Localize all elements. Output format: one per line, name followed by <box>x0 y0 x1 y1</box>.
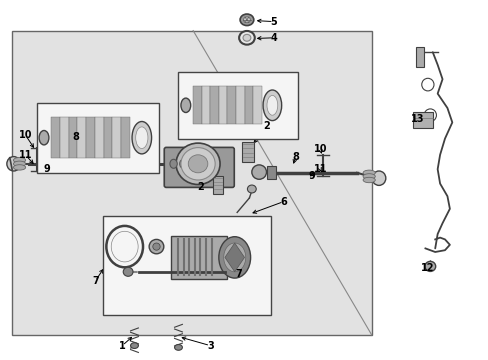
Bar <box>266 166 276 179</box>
Bar <box>212 176 223 194</box>
Text: 1: 1 <box>119 341 125 351</box>
Bar <box>227 86 236 124</box>
FancyBboxPatch shape <box>164 147 234 188</box>
Bar <box>60 117 69 158</box>
Text: 2: 2 <box>197 182 203 192</box>
Bar <box>236 86 244 124</box>
Ellipse shape <box>371 171 385 185</box>
Bar <box>219 86 227 124</box>
Ellipse shape <box>247 185 256 193</box>
Bar <box>37 103 159 173</box>
Ellipse shape <box>219 237 250 278</box>
Text: 12: 12 <box>420 263 434 273</box>
Bar <box>415 47 424 67</box>
Ellipse shape <box>132 122 151 154</box>
Bar <box>103 117 112 158</box>
Text: 11: 11 <box>19 150 32 160</box>
Ellipse shape <box>135 127 148 148</box>
Text: 2: 2 <box>263 121 269 131</box>
Ellipse shape <box>176 143 220 185</box>
Bar <box>86 117 95 158</box>
Ellipse shape <box>243 35 250 41</box>
Polygon shape <box>224 243 244 272</box>
Ellipse shape <box>14 158 26 163</box>
Ellipse shape <box>123 267 133 276</box>
Text: 11: 11 <box>313 164 326 174</box>
Bar <box>95 117 103 158</box>
Ellipse shape <box>362 177 375 183</box>
Bar <box>12 31 371 335</box>
Ellipse shape <box>149 239 163 254</box>
Bar <box>202 86 210 124</box>
Ellipse shape <box>362 170 375 175</box>
Bar <box>242 142 254 162</box>
Ellipse shape <box>224 243 245 272</box>
Bar <box>171 236 227 279</box>
Text: 7: 7 <box>235 269 242 279</box>
Text: 5: 5 <box>270 17 277 27</box>
Ellipse shape <box>39 131 49 145</box>
Text: 7: 7 <box>92 276 99 286</box>
Bar <box>51 117 60 158</box>
Ellipse shape <box>266 95 277 115</box>
Text: 10: 10 <box>313 144 326 154</box>
Bar <box>77 117 86 158</box>
Ellipse shape <box>174 345 182 350</box>
Bar <box>69 117 77 158</box>
Ellipse shape <box>153 243 160 250</box>
Ellipse shape <box>424 261 435 271</box>
Ellipse shape <box>362 174 375 179</box>
Ellipse shape <box>243 17 250 23</box>
Ellipse shape <box>181 98 190 113</box>
Ellipse shape <box>239 31 254 45</box>
Ellipse shape <box>111 231 138 262</box>
Text: 8: 8 <box>72 132 79 142</box>
Bar <box>112 117 121 158</box>
Ellipse shape <box>7 157 20 171</box>
Text: 9: 9 <box>43 164 50 174</box>
Bar <box>193 86 202 124</box>
Bar <box>412 112 432 128</box>
Ellipse shape <box>106 226 143 267</box>
Text: 6: 6 <box>280 197 286 207</box>
Text: 10: 10 <box>19 130 32 140</box>
Ellipse shape <box>130 343 138 348</box>
Ellipse shape <box>180 159 187 168</box>
Ellipse shape <box>189 159 196 168</box>
Ellipse shape <box>170 159 177 168</box>
Ellipse shape <box>240 14 253 26</box>
Ellipse shape <box>14 165 26 170</box>
Bar <box>253 86 261 124</box>
Ellipse shape <box>14 161 26 166</box>
Bar <box>102 216 271 315</box>
Bar <box>178 72 298 139</box>
Bar <box>121 117 129 158</box>
Text: 3: 3 <box>206 341 213 351</box>
Bar <box>244 86 253 124</box>
Ellipse shape <box>181 148 215 180</box>
Text: 13: 13 <box>410 114 424 124</box>
Ellipse shape <box>251 165 266 179</box>
Text: 8: 8 <box>292 152 299 162</box>
Text: 9: 9 <box>308 171 315 181</box>
Bar <box>210 86 219 124</box>
Ellipse shape <box>263 90 281 121</box>
Text: 4: 4 <box>270 33 277 43</box>
Ellipse shape <box>188 155 207 173</box>
